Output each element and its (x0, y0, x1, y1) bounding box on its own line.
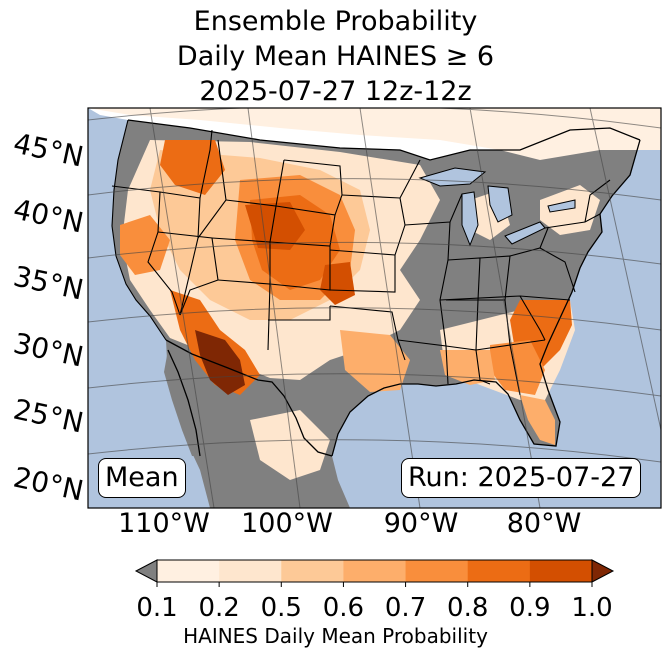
prob-area-canada (88, 108, 661, 160)
title-line-2: Daily Mean HAINES ≥ 6 (176, 41, 495, 72)
lon-label-100w: 100°W (241, 508, 333, 539)
map-plot-area (88, 108, 661, 508)
colorbar-segment (219, 560, 282, 582)
latitude-labels: 45°N 40°N 35°N 30°N 25°N 20°N (11, 127, 87, 508)
colorbar-segment (281, 560, 344, 582)
colorbar-segment (529, 560, 593, 582)
longitude-labels: 110°W 100°W 90°W 80°W (118, 508, 581, 539)
colorbar-tick-label: 0.1 (136, 593, 177, 623)
colorbar-over-arrow (591, 559, 615, 583)
baja-land (164, 350, 200, 456)
colorbar-segment (405, 560, 469, 582)
lon-label-80w: 80°W (507, 508, 582, 539)
prob-area-high-wy (245, 202, 305, 250)
prob-area-high-ks (320, 262, 355, 305)
lon-label-90w: 90°W (384, 508, 459, 539)
map-frame (87, 107, 662, 509)
colorbar: 0.1 0.2 0.5 0.6 0.7 0.8 0.9 1.0 (134, 559, 615, 623)
colorbar-outline (156, 559, 593, 583)
colorbar-under-arrow (134, 559, 158, 583)
lake-ontario (547, 199, 576, 213)
probability-fill (88, 108, 661, 480)
colorbar-tick-label: 0.5 (261, 593, 302, 623)
lake-huron (487, 185, 513, 223)
title-line-1: Ensemble Probability (193, 6, 478, 37)
graticule (88, 108, 661, 508)
lat-label-45n: 45°N (11, 127, 87, 174)
prob-area-tx (340, 330, 410, 392)
prob-area-az (195, 330, 245, 395)
colorbar-segment (467, 560, 531, 582)
lat-label-20n: 20°N (11, 461, 87, 508)
mean-label: Mean (98, 458, 186, 498)
lat-label-40n: 40°N (11, 193, 87, 240)
run-date-label: Run: 2025-07-27 (401, 458, 642, 498)
colorbar-tick-label: 0.8 (447, 593, 488, 623)
colorbar-tick-label: 0.2 (198, 593, 239, 623)
colorbar-tick-label: 0.6 (323, 593, 364, 623)
lat-label-25n: 25°N (11, 393, 87, 440)
lake-michigan (461, 191, 479, 247)
colorbar-segment (343, 560, 407, 582)
colorbar-tick-label: 1.0 (571, 593, 612, 623)
colorbar-label: HAINES Daily Mean Probability (183, 624, 488, 648)
lat-label-30n: 30°N (11, 327, 87, 374)
prob-area-florida (520, 395, 555, 445)
colorbar-segment (157, 560, 220, 582)
colorbar-tick-label: 0.9 (509, 593, 550, 623)
lat-label-35n: 35°N (11, 260, 87, 307)
prob-area-west (120, 215, 170, 275)
prob-area-mexico (250, 410, 330, 480)
title-line-3: 2025-07-27 12z-12z (199, 76, 472, 107)
lon-label-110w: 110°W (118, 508, 210, 539)
colorbar-tick-label: 0.7 (385, 593, 426, 623)
